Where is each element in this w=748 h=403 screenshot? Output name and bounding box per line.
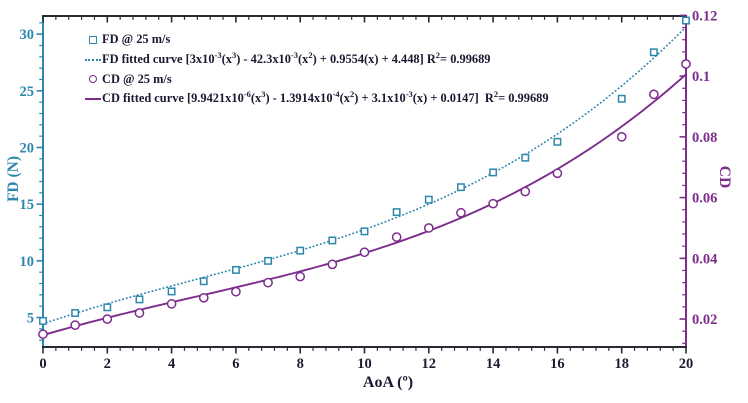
x-tick-label: 4 [168,356,175,372]
data-point-circle [198,292,209,303]
data-point-square [553,137,562,146]
data-point-square [682,16,690,25]
y-right-tick-label: 0.1 [692,69,710,85]
x-tick-label: 16 [550,356,565,372]
y-left-tick-label: 25 [20,84,35,100]
data-point-square [264,256,273,265]
cd-points [38,59,691,340]
legend-solid-marker-icon [84,97,102,100]
data-point-square [199,277,208,286]
fd-points [39,16,690,325]
y-left-tick-label: 5 [27,311,34,327]
legend-circle-marker-icon [84,74,102,84]
data-point-square [521,153,530,162]
x-tick-label: 20 [679,356,694,372]
legend-item-0: FD @ 25 m/s [84,30,549,50]
data-point-square [103,303,112,312]
x-axis-ticks: 0 2 4 6 8 10 12 14 16 18 20 [39,16,693,372]
legend-square-marker-icon [84,36,102,44]
legend-item-text: FD fitted curve [3x10-3(x3) - 42.3x10-3(… [102,49,491,67]
data-point-circle [38,329,48,340]
data-point-circle [552,168,563,179]
y-left-tick-label: 10 [20,254,35,270]
data-point-circle [520,186,531,197]
data-point-circle [649,89,659,100]
data-point-circle [295,271,306,282]
data-point-circle [616,132,627,142]
data-point-circle [423,223,434,233]
x-tick-label: 0 [39,356,46,372]
y-right-axis-label: CD [716,165,733,189]
legend-item-1: FD fitted curve [3x10-3(x3) - 42.3x10-3(… [84,50,549,70]
data-point-square [617,94,626,103]
data-point-circle [263,277,273,288]
y-left-tick-label: 15 [20,197,35,213]
y-right-tick-label: 0.12 [692,8,717,24]
legend-dotted-marker-icon [84,58,102,61]
data-point-circle [327,259,338,270]
x-tick-label: 14 [486,356,501,372]
y-left-axis-label: FD (N) [5,155,22,203]
data-point-square [296,246,305,255]
data-point-square [489,168,498,177]
y-right-tick-label: 0.08 [692,130,717,146]
data-point-circle [359,247,370,258]
legend-item-3: CD fitted curve [9.9421x10-6(x3) - 1.391… [84,89,549,109]
y-left-tick-label: 20 [20,140,35,156]
data-point-circle [488,198,498,209]
data-point-square [135,295,144,304]
x-axis-label: AoA (º) [362,374,414,391]
y-right-tick-label: 0.02 [692,312,717,328]
y-left-tick-label: 30 [20,27,35,43]
y-left-ticks: 5 10 15 20 25 30 [20,22,43,341]
data-point-circle [134,308,145,318]
data-point-square [457,183,465,192]
data-point-square [71,309,80,317]
data-point-circle [456,207,466,218]
data-point-square [39,316,47,325]
data-point-circle [102,314,113,324]
legend-item-text: FD @ 25 m/s [102,32,171,47]
data-point-square [360,227,369,236]
data-point-circle [681,59,691,69]
legend-item-2: CD @ 25 m/s [84,69,549,89]
data-point-square [424,195,433,204]
legend-item-text: CD @ 25 m/s [102,71,172,86]
x-tick-label: 8 [297,356,304,372]
x-tick-label: 18 [614,356,629,372]
legend: FD @ 25 m/s FD fitted curve [3x10-3(x3) -… [84,30,549,109]
data-point-square [392,208,401,217]
x-tick-label: 12 [422,356,437,372]
data-point-square [167,287,176,296]
y-right-tick-label: 0.04 [692,251,717,267]
data-point-square [231,265,240,274]
data-point-square [649,48,658,57]
x-tick-label: 6 [232,356,239,372]
data-point-circle [391,232,402,242]
data-point-circle [70,320,81,330]
legend-item-text: CD fitted curve [9.9421x10-6(x3) - 1.391… [102,89,549,106]
y-right-ticks: 0.02 0.04 0.06 0.08 0.1 0.12 [679,8,717,344]
x-tick-label: 2 [104,356,111,372]
data-point-circle [166,299,177,309]
x-tick-label: 10 [357,356,372,372]
y-right-tick-label: 0.06 [692,191,717,207]
data-point-square [328,236,337,245]
data-point-circle [231,286,241,297]
